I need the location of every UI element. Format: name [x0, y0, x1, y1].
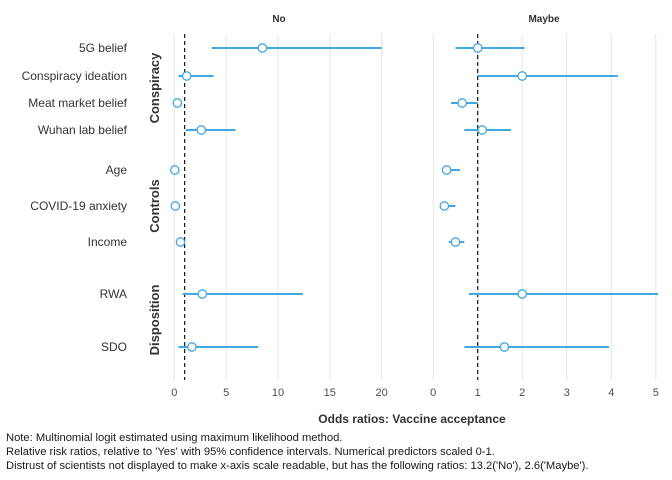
point-sdo-maybe [499, 342, 510, 352]
point-conspiracy-ideation-maybe [517, 71, 528, 81]
note-line-1: Note: Multinomial logit estimated using … [6, 432, 343, 444]
tick-label-maybe-0: 0 [430, 387, 436, 399]
x-axis-title: Odds ratios: Vaccine acceptance [318, 412, 506, 426]
row-label-meat-market-belief: Meat market belief [28, 96, 127, 110]
point-wuhan-lab-belief-no [196, 125, 207, 135]
tick-label-maybe-1: 1 [475, 387, 481, 399]
point-income-no [175, 237, 186, 247]
point-covid-19-anxiety-no [170, 201, 181, 211]
point-rwa-maybe [517, 289, 528, 299]
tick-label-maybe-3: 3 [564, 387, 570, 399]
point-age-maybe [441, 165, 452, 175]
point-meat-market-belief-no [172, 98, 183, 108]
row-label-income: Income [88, 235, 128, 249]
note-line-2: Relative risk ratios, relative to 'Yes' … [6, 446, 495, 458]
tick-label-maybe-4: 4 [608, 387, 614, 399]
point-covid-19-anxiety-maybe [439, 201, 450, 211]
row-label-rwa: RWA [100, 287, 127, 301]
tick-label-no-5: 5 [223, 387, 229, 399]
group-label-disposition: Disposition [147, 285, 162, 356]
tick-label-maybe-5: 5 [653, 387, 659, 399]
tick-label-no-20: 20 [376, 387, 388, 399]
point-age-no [169, 165, 180, 175]
tick-label-no-10: 10 [272, 387, 284, 399]
tick-label-no-15: 15 [324, 387, 336, 399]
row-label-5g-belief: 5G belief [79, 41, 128, 55]
tick-label-no-0: 0 [171, 387, 177, 399]
forest-plot: No Maybe 0 5 10 15 20 0 1 2 3 4 5 Conspiracy 5G belief… [22, 14, 659, 426]
point-5g-belief-no [257, 43, 268, 53]
point-rwa-no [197, 289, 208, 299]
point-income-maybe [450, 237, 461, 247]
point-5g-belief-maybe [472, 43, 483, 53]
facet-label-no: No [272, 14, 285, 25]
row-label-sdo: SDO [101, 340, 127, 354]
note-line-3: Distrust of scientists not displayed to … [6, 460, 589, 472]
tick-label-maybe-2: 2 [519, 387, 525, 399]
point-meat-market-belief-maybe [457, 98, 468, 108]
row-label-wuhan-lab-belief: Wuhan lab belief [38, 123, 128, 137]
row-label-conspiracy-ideation: Conspiracy ideation [22, 69, 127, 83]
point-wuhan-lab-belief-maybe [477, 125, 488, 135]
facet-label-maybe: Maybe [528, 14, 560, 25]
group-label-conspiracy: Conspiracy [147, 52, 162, 124]
row-label-covid-19-anxiety: COVID-19 anxiety [30, 199, 127, 213]
group-label-controls: Controls [147, 179, 162, 232]
point-sdo-no [187, 342, 197, 352]
row-label-age: Age [106, 163, 128, 177]
point-conspiracy-ideation-no [181, 71, 192, 81]
